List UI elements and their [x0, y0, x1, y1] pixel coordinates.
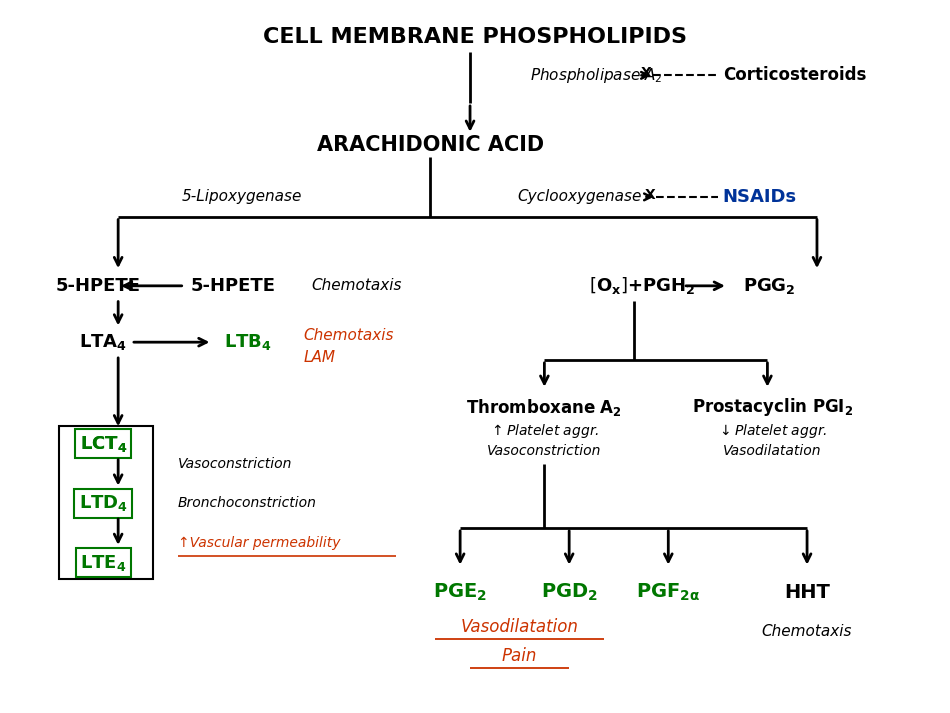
- Bar: [59, 426, 153, 580]
- Text: $\mathbf{LCT_4}$: $\mathbf{LCT_4}$: [80, 434, 127, 454]
- Text: Chemotaxis: Chemotaxis: [303, 328, 394, 343]
- Text: Vasoconstriction: Vasoconstriction: [178, 457, 292, 471]
- Text: Chemotaxis: Chemotaxis: [312, 278, 402, 293]
- Text: X: X: [645, 188, 656, 202]
- Text: $\downarrow$Platelet aggr.: $\downarrow$Platelet aggr.: [717, 422, 827, 440]
- Text: 5-HPETE: 5-HPETE: [56, 277, 141, 295]
- Text: $\mathbf{PGE_2}$: $\mathbf{PGE_2}$: [433, 582, 487, 603]
- Text: $\mathbf{LTD_4}$: $\mathbf{LTD_4}$: [79, 493, 128, 513]
- Text: $\mathbf{LCT_4}$: $\mathbf{LCT_4}$: [80, 434, 127, 454]
- Text: X: X: [641, 66, 652, 81]
- Text: $\uparrow$Platelet aggr.: $\uparrow$Platelet aggr.: [489, 422, 599, 440]
- Text: Cyclooxygenase: Cyclooxygenase: [517, 190, 641, 205]
- Text: Vasoconstriction: Vasoconstriction: [487, 444, 601, 458]
- Text: Vasodilatation: Vasodilatation: [723, 444, 822, 458]
- Text: Chemotaxis: Chemotaxis: [762, 625, 852, 640]
- Text: CELL MEMBRANE PHOSPHOLIPIDS: CELL MEMBRANE PHOSPHOLIPIDS: [263, 27, 687, 47]
- Text: $\mathbf{Thromboxane\ A_2}$: $\mathbf{Thromboxane\ A_2}$: [466, 397, 622, 418]
- Text: $\mathbf{PGG_2}$: $\mathbf{PGG_2}$: [743, 276, 795, 296]
- Text: $\mathbf{LTB_4}$: $\mathbf{LTB_4}$: [224, 332, 272, 352]
- Text: Pain: Pain: [502, 647, 538, 665]
- Text: NSAIDs: NSAIDs: [723, 188, 797, 206]
- Text: $[\mathbf{O_x}]\mathbf{+PGH_2}$: $[\mathbf{O_x}]\mathbf{+PGH_2}$: [589, 275, 695, 297]
- Text: Corticosteroids: Corticosteroids: [723, 66, 866, 84]
- Text: Vasodilatation: Vasodilatation: [461, 617, 579, 636]
- Text: ARACHIDONIC ACID: ARACHIDONIC ACID: [317, 135, 544, 155]
- Text: LAM: LAM: [303, 351, 335, 366]
- Text: Bronchoconstriction: Bronchoconstriction: [178, 496, 316, 511]
- Text: Phospholipase $A_2$: Phospholipase $A_2$: [529, 66, 662, 85]
- Text: HHT: HHT: [784, 583, 830, 602]
- Text: ↑Vascular permeability: ↑Vascular permeability: [178, 535, 340, 550]
- Text: $\mathbf{PGD_2}$: $\mathbf{PGD_2}$: [541, 582, 598, 603]
- Text: $\mathbf{LTE_4}$: $\mathbf{LTE_4}$: [80, 553, 126, 573]
- Text: 5-Lipoxygenase: 5-Lipoxygenase: [181, 190, 302, 205]
- Text: $\mathbf{LTA_4}$: $\mathbf{LTA_4}$: [79, 332, 127, 352]
- Text: $\mathbf{PGF_{2\alpha}}$: $\mathbf{PGF_{2\alpha}}$: [636, 582, 700, 603]
- Text: $\mathbf{Prostacyclin\ PGI_2}$: $\mathbf{Prostacyclin\ PGI_2}$: [692, 396, 853, 419]
- Text: 5-HPETE: 5-HPETE: [191, 277, 276, 295]
